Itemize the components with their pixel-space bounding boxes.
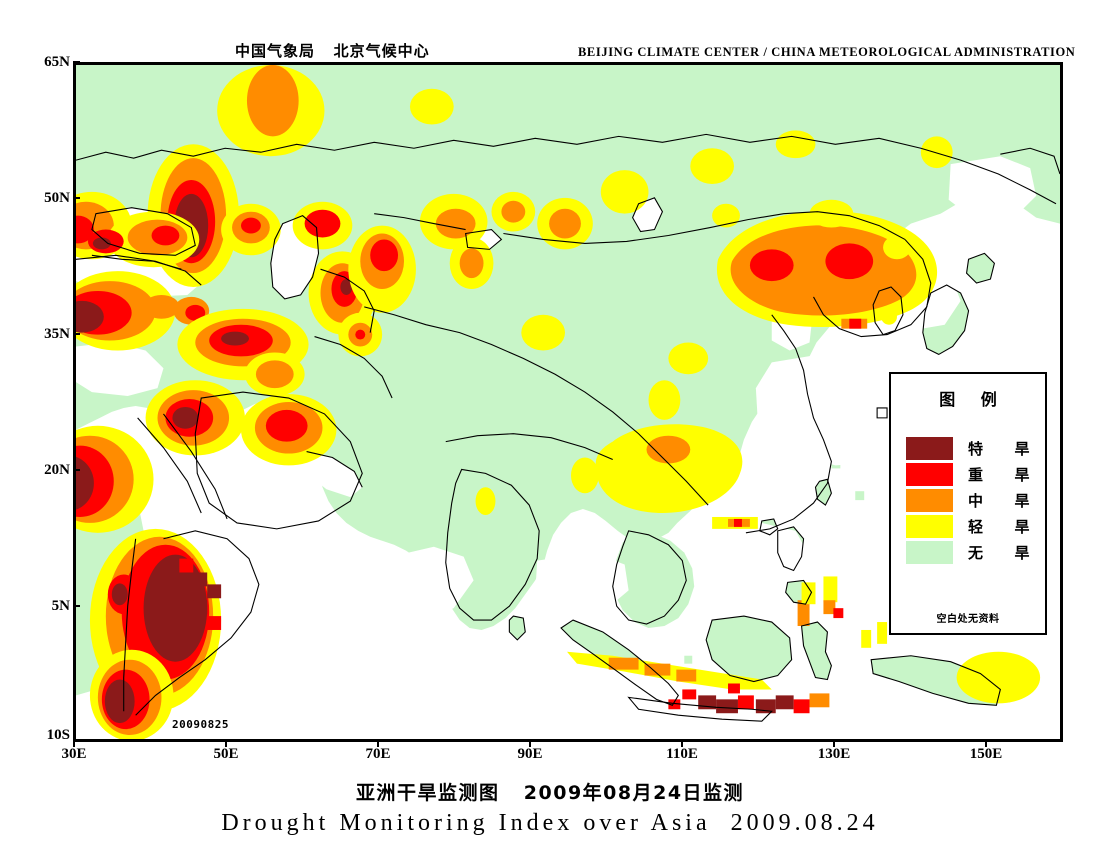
drought-blob-pamir-south — [338, 312, 383, 357]
drought-blob-west-china — [521, 314, 566, 351]
axis-tick-lat-5n — [73, 605, 80, 607]
axis-tick-lat-20n — [73, 469, 80, 471]
drought-blob-north-china-plain — [690, 148, 740, 228]
axis-tick-lat-50n — [73, 197, 80, 199]
axis-label-lat-65n: 65N — [44, 54, 70, 70]
drought-blob-south-china — [570, 424, 743, 514]
legend-row-moderate: 中 旱 — [905, 488, 1037, 514]
drought-blob-kazakhstan-east — [491, 191, 536, 232]
legend-label-severe: 重 旱 — [968, 466, 1037, 484]
axis-tick-lat-10s — [73, 740, 80, 742]
agency-header-english: BEIJING CLIMATE CENTER / CHINA METEOROLO… — [578, 45, 1076, 59]
drought-blob-northeast-china — [716, 211, 938, 329]
drought-blob-caspian-ne — [292, 201, 353, 250]
drought-blob-caucasus — [221, 203, 281, 256]
map-date-stamp: 20090825 — [172, 718, 229, 731]
drought-blob-mongolia — [537, 197, 593, 250]
axis-tick-lon-110e — [681, 740, 683, 747]
drought-blob-korea — [881, 235, 911, 325]
legend-row-mild: 轻 旱 — [905, 514, 1037, 540]
legend-label-mild: 轻 旱 — [968, 518, 1037, 536]
legend-swatch-none — [905, 540, 954, 565]
axis-label-lon-150e: 150E — [969, 746, 1003, 762]
legend-footer-note: 空白处无资料 — [936, 614, 1000, 625]
map-title-english: Drought Monitoring Index over Asia 2009.… — [221, 810, 879, 836]
legend-row-severe: 重 旱 — [905, 462, 1037, 488]
drought-blob-levant — [76, 271, 210, 351]
axis-tick-lon-150e — [985, 740, 987, 747]
drought-blob-mongolia-east — [600, 170, 649, 214]
agency-header-chinese: 中国气象局 北京气候中心 — [235, 42, 430, 60]
drought-blob-nw-china — [449, 237, 494, 290]
axis-tick-lon-130e — [833, 740, 835, 747]
legend-swatch-severe — [905, 462, 954, 487]
coastlines-and-borders — [76, 133, 1060, 722]
drought-blob-horn-of-africa — [89, 528, 222, 739]
axis-tick-lon-50e — [225, 740, 227, 747]
drought-blob-north-russia — [217, 65, 325, 157]
drought-blob-anatolia — [87, 211, 200, 268]
drought-index-contours — [76, 65, 1041, 739]
axis-label-lat-50n: 50N — [44, 190, 70, 206]
axis-tick-lon-30e — [73, 740, 75, 747]
legend-box: 图 例 特 旱 重 旱 中 旱 轻 旱 无 旱 空白处无资料 — [889, 372, 1047, 635]
axis-tick-lon-90e — [529, 740, 531, 747]
legend-label-extreme: 特 旱 — [968, 440, 1037, 458]
legend-swatch-extreme — [905, 436, 954, 461]
drought-blob-india — [475, 487, 496, 515]
legend-swatch-mild — [905, 514, 954, 539]
drought-blob-kazakhstan — [419, 193, 488, 250]
axis-label-lon-110e: 110E — [666, 746, 698, 762]
map-title-chinese: 亚洲干旱监测图 2009年08月24日监测 — [355, 782, 745, 804]
drought-blob-central-china — [648, 342, 709, 420]
drought-blob-tianshan — [348, 225, 416, 313]
axis-label-lat-35n: 35N — [44, 326, 70, 342]
legend-label-moderate: 中 旱 — [968, 492, 1037, 510]
legend-row-none: 无 旱 — [905, 540, 1037, 566]
drought-blob-yemen — [240, 394, 337, 466]
axis-label-lon-50e: 50E — [213, 746, 239, 762]
legend-label-none: 无 旱 — [968, 544, 1037, 562]
axis-label-lon-90e: 90E — [517, 746, 543, 762]
drought-blob-arabia-sw — [145, 380, 245, 456]
drought-blob-indonesia — [567, 576, 1041, 714]
drought-blob-sudan — [76, 425, 154, 533]
axis-tick-lon-70e — [377, 740, 379, 747]
axis-label-lat-10s: 10S — [46, 727, 70, 743]
axis-label-lon-130e: 130E — [817, 746, 851, 762]
legend-swatch-moderate — [905, 488, 954, 513]
legend-row-extreme: 特 旱 — [905, 436, 1037, 462]
axis-label-lat-5n: 5N — [51, 598, 70, 614]
axis-tick-lat-35n — [73, 333, 80, 335]
axis-label-lat-20n: 20N — [44, 462, 70, 478]
drought-blob-se-china-coast — [712, 516, 758, 529]
axis-label-lon-30e: 30E — [61, 746, 87, 762]
axis-label-lon-70e: 70E — [365, 746, 391, 762]
legend-title: 图 例 — [939, 390, 1007, 409]
axis-tick-lat-65n — [73, 61, 80, 63]
drought-blob-iran-se — [244, 352, 305, 397]
drought-blob-ural — [409, 88, 454, 125]
